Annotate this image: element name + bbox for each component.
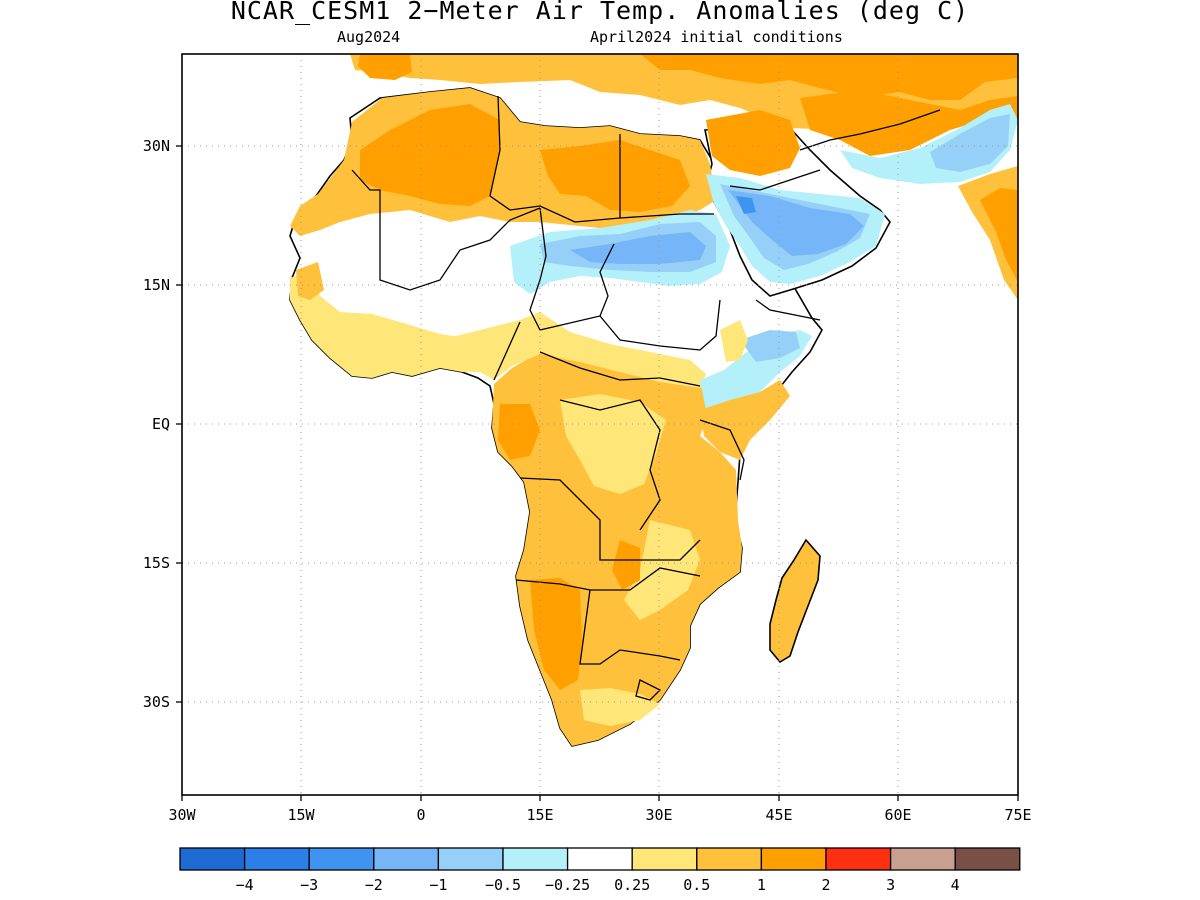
x-tick-label: 15W	[287, 806, 315, 824]
x-tick-label: 45E	[765, 806, 792, 824]
initial-conditions-label: April2024 initial conditions	[590, 28, 843, 46]
x-tick-label: 60E	[884, 806, 911, 824]
map-layers	[289, 54, 1018, 747]
anomaly-region-europe-strong	[640, 54, 1018, 100]
axis-ticks	[176, 145, 1019, 801]
colorbar-swatch	[566, 847, 633, 871]
valid-month-label: Aug2024	[337, 28, 401, 46]
x-tick-label: 0	[416, 806, 425, 824]
y-axis-labels: 30N 15N EQ 15S 30S	[143, 137, 170, 711]
x-tick-label: 30E	[645, 806, 672, 824]
colorbar-label: 3	[886, 876, 895, 894]
y-tick-label: 15S	[143, 554, 170, 572]
anomaly-region-congo-coast	[498, 404, 540, 460]
anomaly-region-levant	[706, 110, 800, 176]
colorbar-swatch	[954, 847, 1021, 871]
colorbar-swatch	[437, 847, 504, 871]
anomaly-region-mozambique	[612, 540, 640, 590]
colorbar-label: 1	[757, 876, 766, 894]
anomaly-region-persia	[800, 90, 1018, 156]
colorbar-swatch	[825, 847, 892, 871]
colorbar-label: −0.25	[545, 876, 590, 894]
colorbar-label: 0.25	[614, 876, 650, 894]
map-title: NCAR_CESM1 2−Meter Air Temp. Anomalies (…	[230, 0, 970, 25]
anomaly-region-sahara-strong	[360, 104, 500, 206]
anomaly-region-kenya-warm	[700, 380, 790, 460]
x-tick-label: 15E	[526, 806, 553, 824]
madagascar-landmass	[769, 538, 821, 664]
anomaly-region-india-strong	[980, 188, 1018, 282]
country-borders	[351, 95, 941, 701]
anomaly-region-sahel-coldest	[570, 232, 706, 264]
colorbar-swatch	[373, 847, 440, 871]
colorbar: −4 −3 −2 −1 −0.5 −0.25 0.25 0.5 1 2 3 4	[179, 847, 1021, 894]
colorbar-swatch	[760, 847, 827, 871]
colorbar-label: 0.5	[683, 876, 710, 894]
anomaly-region-libya	[540, 140, 690, 212]
map-grid	[182, 54, 1018, 795]
anomaly-region-congo-mild	[560, 394, 666, 494]
colorbar-label: −3	[300, 876, 318, 894]
anomaly-region-iberia	[358, 54, 412, 80]
colorbar-label: −0.5	[485, 876, 521, 894]
colorbar-swatch	[889, 847, 956, 871]
x-axis-labels: 30W 15W 0 15E 30E 45E 60E 75E	[168, 806, 1031, 824]
colorbar-label: −2	[365, 876, 383, 894]
colorbar-swatch	[308, 847, 375, 871]
anomaly-region-west-africa-warm	[296, 262, 324, 300]
colorbar-swatch	[179, 847, 246, 871]
colorbar-label: 2	[821, 876, 830, 894]
anomaly-region-arabia-coldest	[736, 196, 756, 214]
y-tick-label: 30S	[143, 693, 170, 711]
x-tick-label: 75E	[1004, 806, 1031, 824]
anomaly-region-sahel-warm	[440, 312, 706, 388]
anomaly-region-horn-cold	[740, 330, 800, 362]
colorbar-label: −4	[236, 876, 254, 894]
colorbar-label: 4	[951, 876, 960, 894]
colorbar-swatch	[696, 847, 763, 871]
colorbar-swatch	[243, 847, 310, 871]
anomaly-region-east-africa-mild	[624, 520, 700, 620]
anomaly-region-angola-strong	[530, 578, 582, 690]
y-tick-label: 30N	[143, 137, 170, 155]
anomaly-region-ethiopia-warm	[720, 320, 748, 362]
colorbar-swatch	[502, 847, 569, 871]
colorbar-swatch	[631, 847, 698, 871]
anomaly-region-arabia-colder	[728, 190, 864, 256]
y-tick-label: 15N	[143, 276, 170, 294]
y-tick-label: EQ	[152, 415, 170, 433]
colorbar-label: −1	[429, 876, 447, 894]
x-tick-label: 30W	[168, 806, 196, 824]
anomaly-region-iran-cold	[930, 114, 1010, 172]
